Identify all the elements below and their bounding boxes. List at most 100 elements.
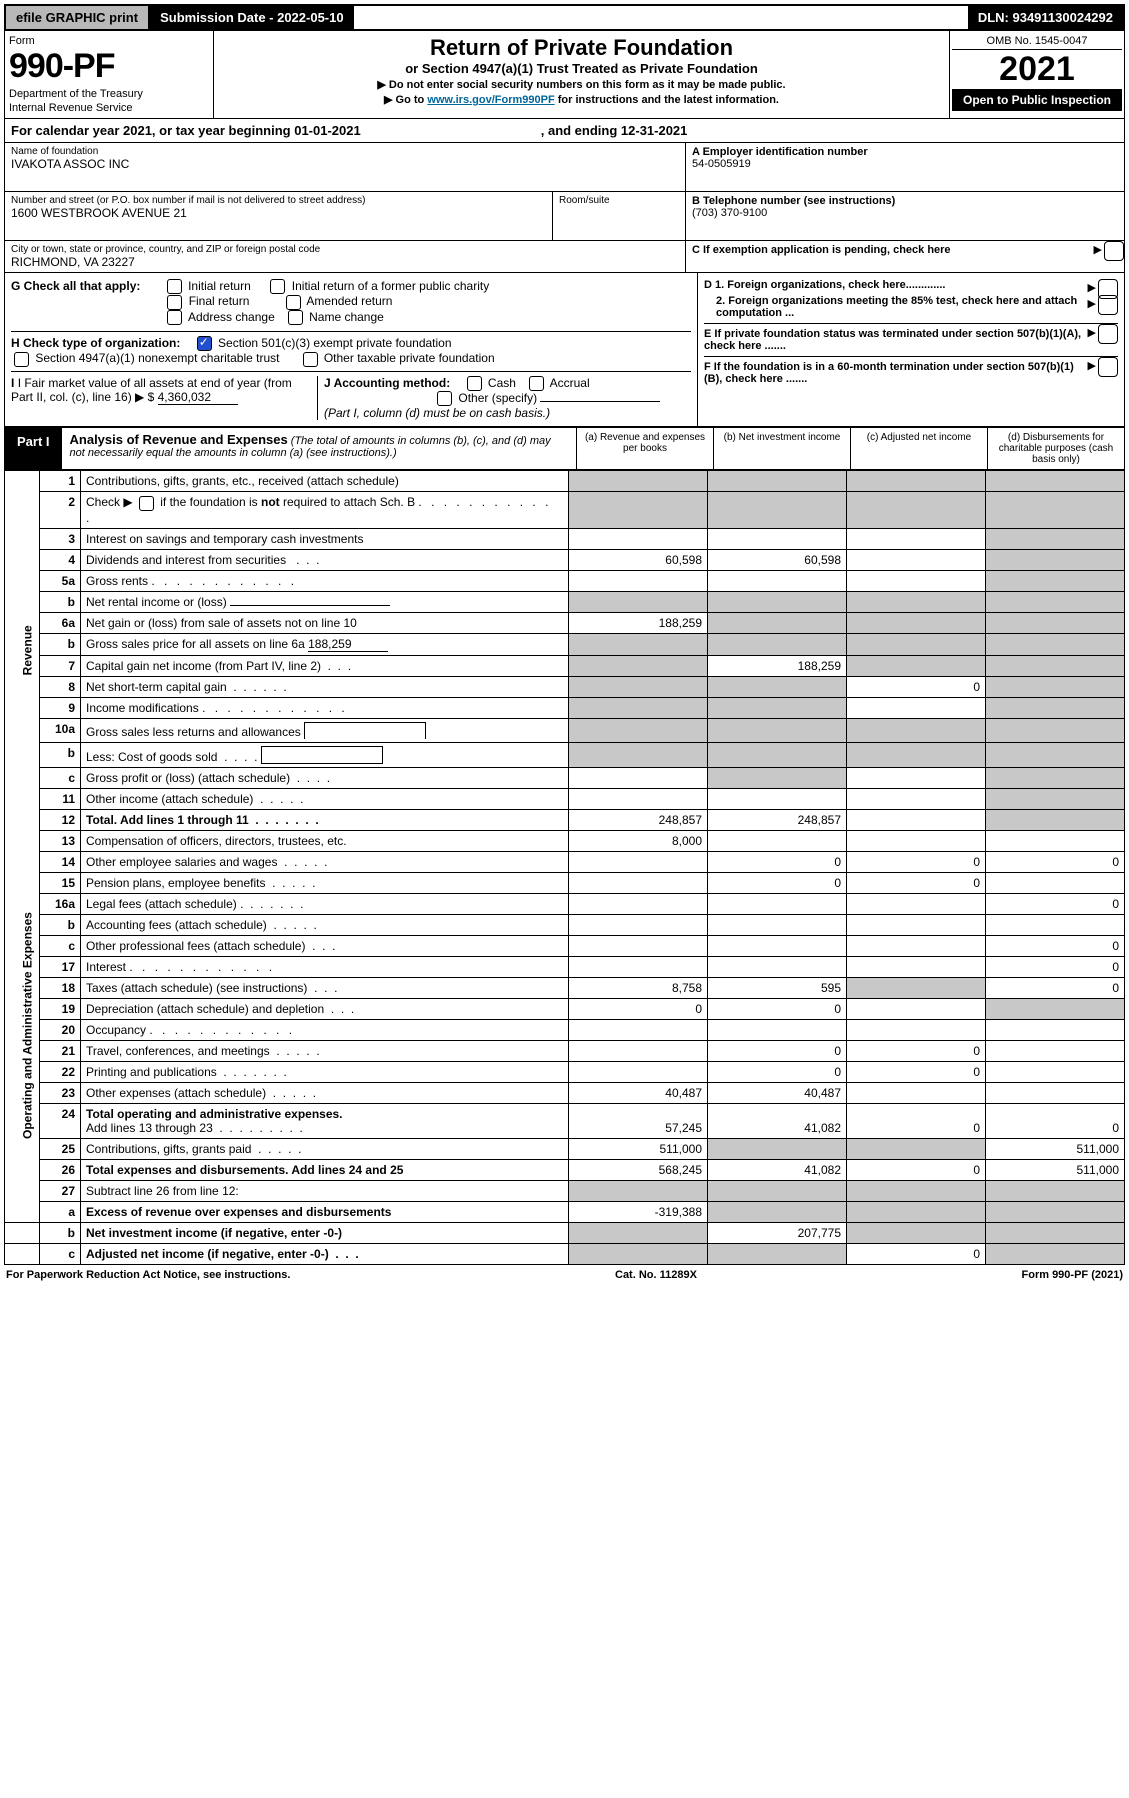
g-name: Name change [309, 310, 384, 324]
e-checkbox[interactable] [1098, 324, 1118, 344]
g-final-checkbox[interactable] [167, 295, 182, 310]
h-4947-checkbox[interactable] [14, 352, 29, 367]
part1-header: Part I Analysis of Revenue and Expenses … [4, 427, 1125, 470]
col-d-header: (d) Disbursements for charitable purpose… [987, 428, 1124, 469]
line-27c-desc: Adjusted net income (if negative, enter … [81, 1243, 569, 1264]
h-label: H Check type of organization: [11, 336, 180, 350]
line-8-num: 8 [40, 676, 81, 697]
i-label: I [11, 376, 14, 390]
line-1-d [986, 471, 1125, 492]
line-17-desc: Interest [81, 956, 569, 977]
line-19-desc: Depreciation (attach schedule) and deple… [81, 998, 569, 1019]
cal-begin: For calendar year 2021, or tax year begi… [11, 123, 361, 138]
revenue-side-label: Revenue [5, 471, 40, 830]
line-19-b: 0 [708, 998, 847, 1019]
line-26-d: 511,000 [986, 1159, 1125, 1180]
line-6a-desc: Net gain or (loss) from sale of assets n… [81, 612, 569, 633]
g-name-checkbox[interactable] [288, 310, 303, 325]
line-27b-desc: Net investment income (if negative, ente… [81, 1222, 569, 1243]
f-checkbox[interactable] [1098, 357, 1118, 377]
j-accrual-checkbox[interactable] [529, 376, 544, 391]
line-22-c: 0 [847, 1061, 986, 1082]
j-other-checkbox[interactable] [437, 391, 452, 406]
g-initial-former-checkbox[interactable] [270, 279, 285, 294]
line-5a-desc: Gross rents [81, 570, 569, 591]
h-other-checkbox[interactable] [303, 352, 318, 367]
foundation-name-cell: Name of foundation IVAKOTA ASSOC INC [5, 143, 685, 192]
j-cash-checkbox[interactable] [467, 376, 482, 391]
line-14-desc: Other employee salaries and wages . . . … [81, 851, 569, 872]
line-2-checkbox[interactable] [139, 496, 154, 511]
d2-row: 2. Foreign organizations meeting the 85%… [704, 295, 1118, 319]
d2-arrow-icon: ▶ [1088, 297, 1096, 310]
j-accrual: Accrual [550, 376, 590, 390]
line-21-desc: Travel, conferences, and meetings . . . … [81, 1040, 569, 1061]
street-cell: Number and street (or P.O. box number if… [5, 192, 552, 241]
ein-label: A Employer identification number [692, 146, 868, 158]
top-bar: efile GRAPHIC print Submission Date - 20… [4, 4, 1125, 31]
c-label: C If exemption application is pending, c… [692, 244, 951, 256]
line-27-desc: Subtract line 26 from line 12: [81, 1180, 569, 1201]
line-4-a: 60,598 [569, 549, 708, 570]
g-initial-return-checkbox[interactable] [167, 279, 182, 294]
line-23-desc: Other expenses (attach schedule) . . . .… [81, 1082, 569, 1103]
line-16c-desc: Other professional fees (attach schedule… [81, 935, 569, 956]
h-501c3-checkbox[interactable] [197, 336, 212, 351]
irs-link[interactable]: www.irs.gov/Form990PF [427, 94, 554, 106]
line-2-num: 2 [40, 492, 81, 528]
line-13-desc: Compensation of officers, directors, tru… [81, 830, 569, 851]
line-3-desc: Interest on savings and temporary cash i… [81, 528, 569, 549]
form-id-block: Form 990-PF Department of the Treasury I… [5, 31, 214, 118]
line-12-a: 248,857 [569, 809, 708, 830]
line-14-c: 0 [847, 851, 986, 872]
line-12-desc: Total. Add lines 1 through 11 . . . . . … [81, 809, 569, 830]
line-24-num: 24 [40, 1103, 81, 1138]
line-6a-a: 188,259 [569, 612, 708, 633]
part1-table: Revenue 1 Contributions, gifts, grants, … [4, 470, 1125, 1264]
submission-date: Submission Date - 2022-05-10 [150, 6, 354, 29]
open-to-public: Open to Public Inspection [952, 89, 1122, 111]
d2-checkbox[interactable] [1098, 295, 1118, 315]
g-address-checkbox[interactable] [167, 310, 182, 325]
ein-cell: A Employer identification number 54-0505… [686, 143, 1124, 192]
j-label: J Accounting method: [324, 376, 450, 390]
line-27-num: 27 [40, 1180, 81, 1201]
efile-print-button[interactable]: efile GRAPHIC print [6, 6, 150, 29]
j-block: J Accounting method: Cash Accrual Other … [318, 376, 691, 421]
e-arrow-icon: ▶ [1088, 326, 1096, 339]
g-amended-checkbox[interactable] [286, 295, 301, 310]
foundation-name: IVAKOTA ASSOC INC [11, 157, 129, 171]
part1-label: Part I [5, 428, 62, 469]
ssn-warning: ▶ Do not enter social security numbers o… [224, 78, 939, 91]
line-27c-c: 0 [847, 1243, 986, 1264]
omb-number: OMB No. 1545-0047 [952, 33, 1122, 50]
line-17-num: 17 [40, 956, 81, 977]
column-headers: (a) Revenue and expenses per books (b) N… [576, 428, 1124, 469]
line-18-desc: Taxes (attach schedule) (see instruction… [81, 977, 569, 998]
cal-end: , and ending 12-31-2021 [541, 123, 688, 138]
line-7-desc: Capital gain net income (from Part IV, l… [81, 655, 569, 676]
form-title: Return of Private Foundation [224, 35, 939, 61]
line-3-num: 3 [40, 528, 81, 549]
c-checkbox[interactable] [1104, 241, 1124, 261]
line-6b-num: b [40, 633, 81, 655]
line-22-num: 22 [40, 1061, 81, 1082]
tax-year: 2021 [952, 50, 1122, 89]
line-13-num: 13 [40, 830, 81, 851]
title-block: Return of Private Foundation or Section … [214, 31, 949, 118]
line-27a-a: -319,388 [569, 1201, 708, 1222]
form-subtitle: or Section 4947(a)(1) Trust Treated as P… [224, 61, 939, 76]
line-8-desc: Net short-term capital gain . . . . . . [81, 676, 569, 697]
line-1-c [847, 471, 986, 492]
f-row: F If the foundation is in a 60-month ter… [704, 356, 1118, 385]
line-15-b: 0 [708, 872, 847, 893]
name-label: Name of foundation [11, 146, 98, 157]
city-state-zip: RICHMOND, VA 23227 [11, 255, 135, 269]
line-15-c: 0 [847, 872, 986, 893]
line-11-desc: Other income (attach schedule) . . . . . [81, 788, 569, 809]
line-24-b: 41,082 [708, 1103, 847, 1138]
line-16c-d: 0 [986, 935, 1125, 956]
checks-right: D 1. Foreign organizations, check here..… [697, 273, 1124, 426]
line-21-num: 21 [40, 1040, 81, 1061]
city-label: City or town, state or province, country… [11, 244, 320, 255]
